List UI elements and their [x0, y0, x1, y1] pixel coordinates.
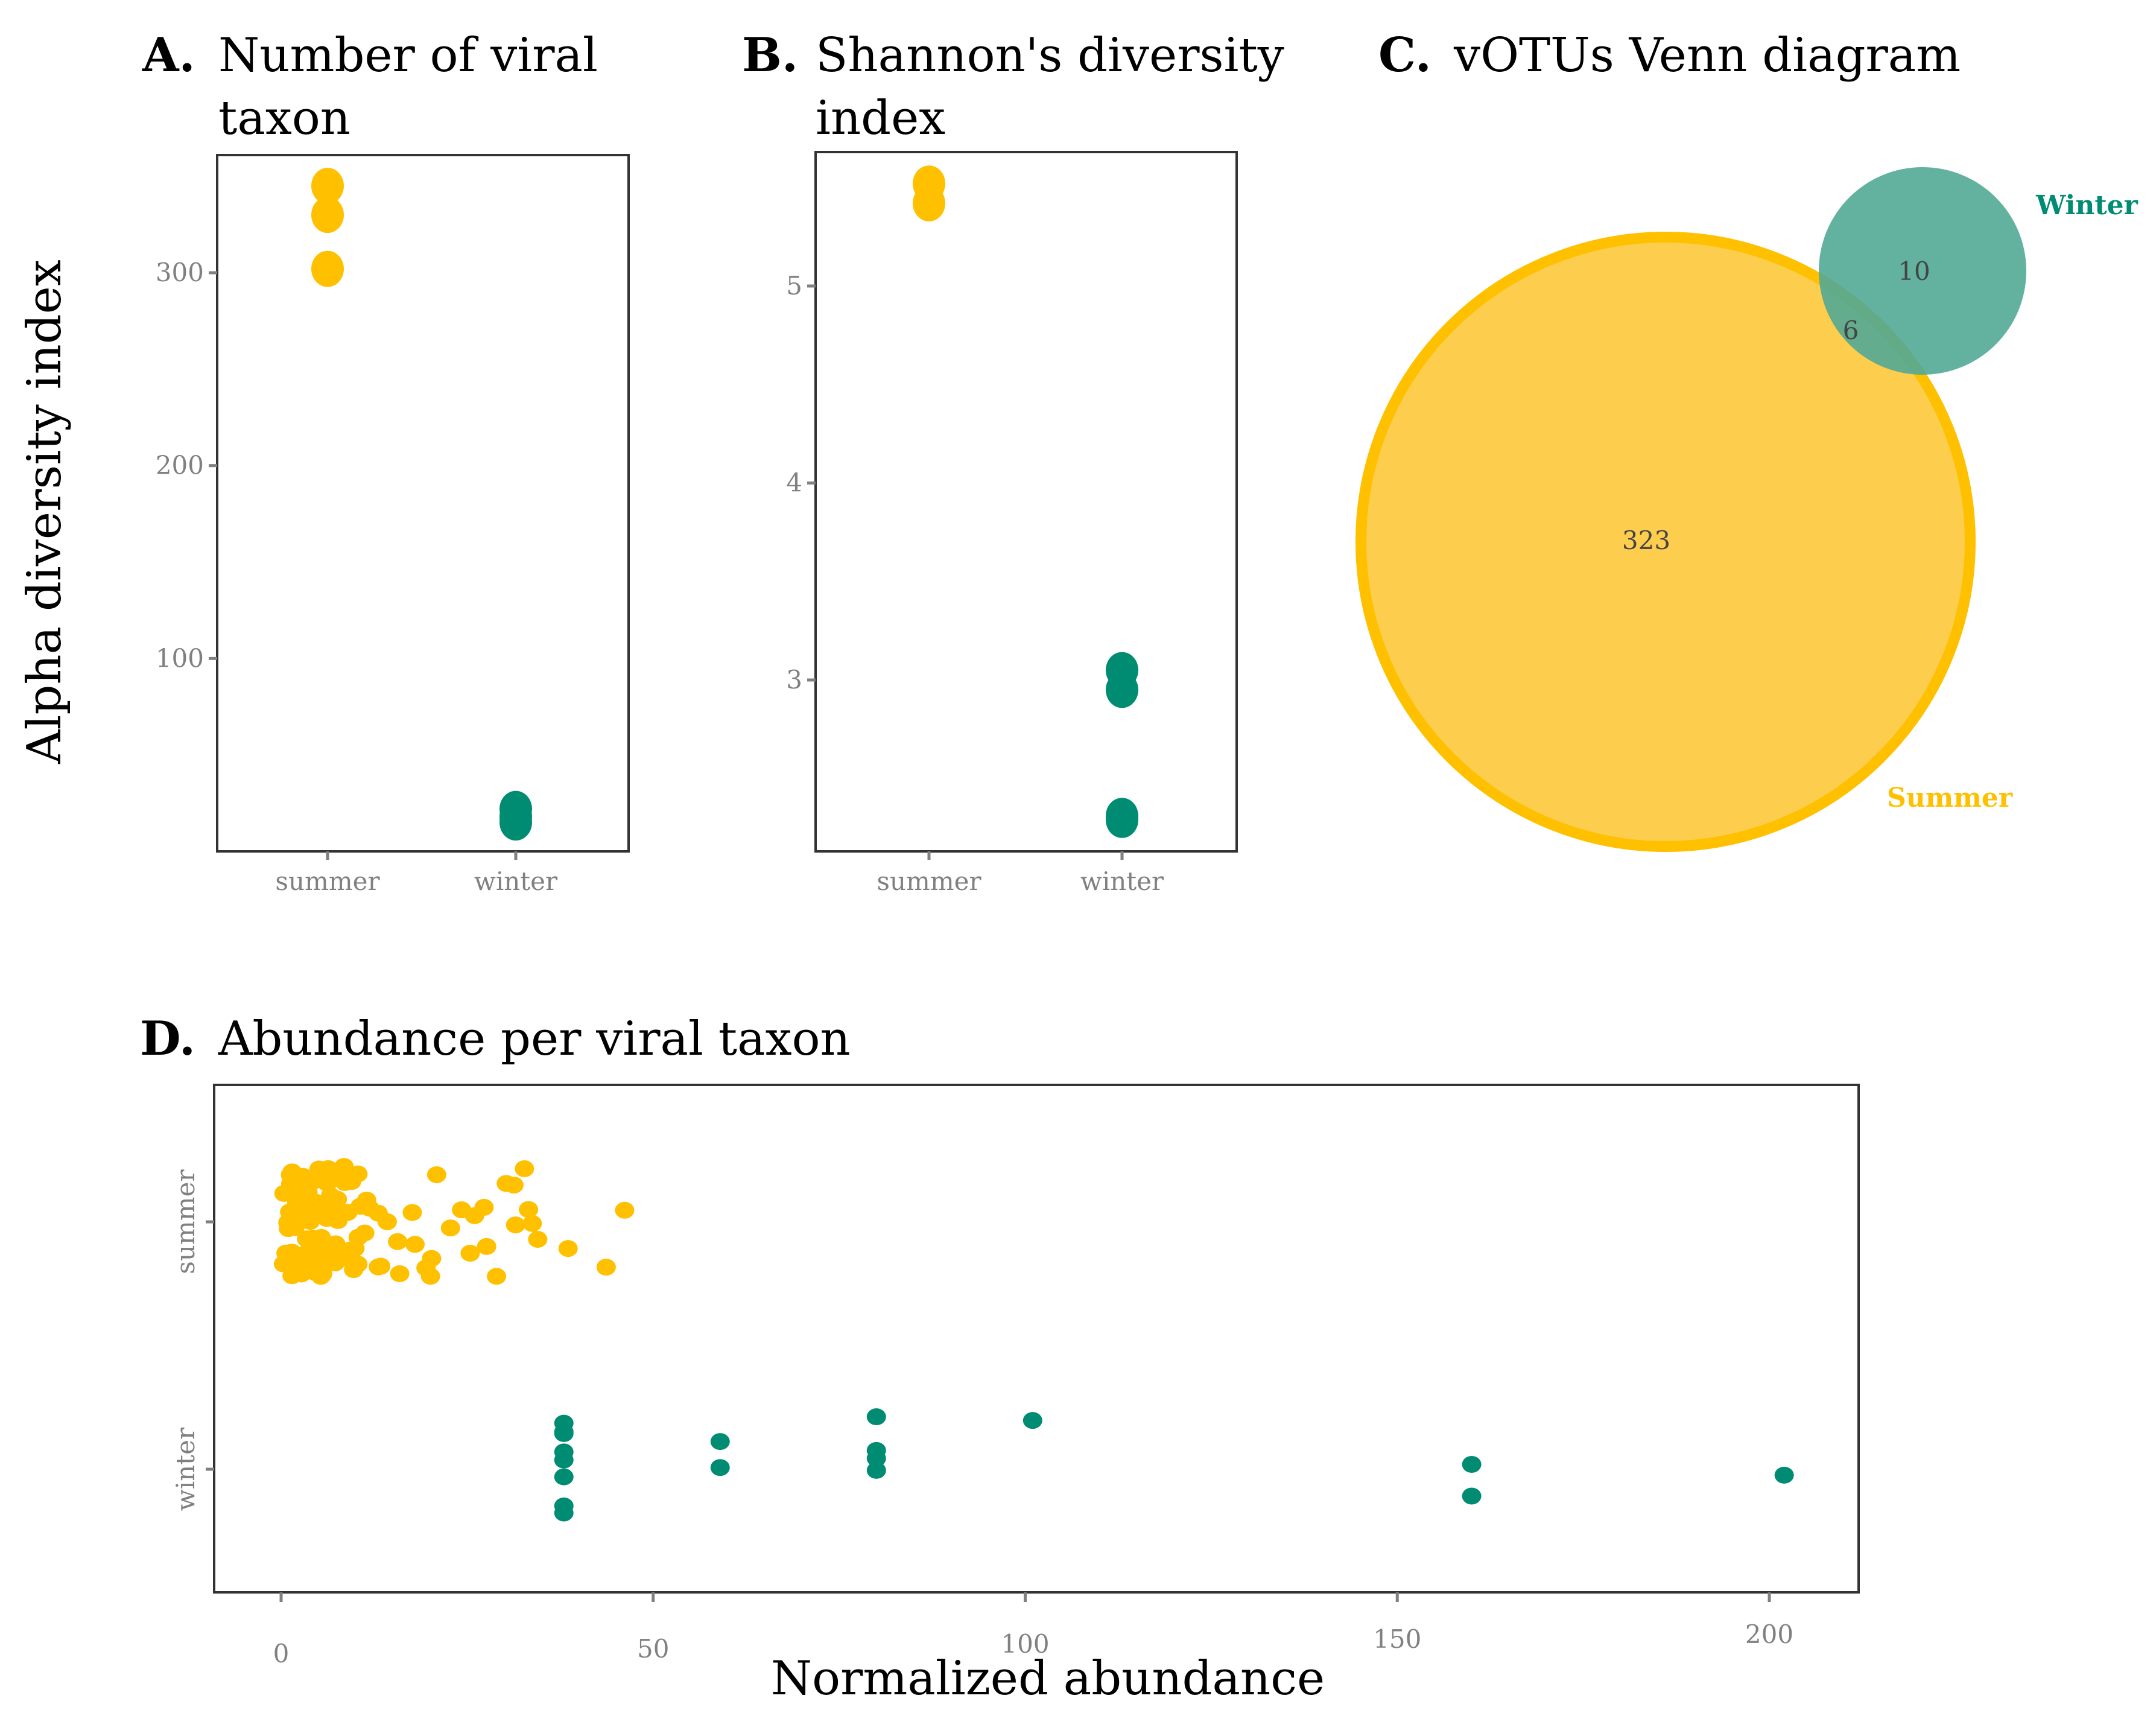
panel-a-point-winter [499, 804, 532, 841]
panel-d-point-summer [390, 1265, 410, 1282]
panel-a-ytick-label: 200 [156, 451, 204, 480]
panel-a-ytick-label: 300 [156, 258, 204, 287]
panel-a-label: A. [142, 28, 195, 83]
panel-d-point-summer [504, 1177, 524, 1194]
panel-d-point-summer [282, 1244, 302, 1261]
panel-d-title: Abundance per viral taxon [218, 1012, 851, 1066]
panel-b: B. Shannon's diversity index 345 summer … [742, 28, 1284, 896]
panel-d-point-summer [440, 1219, 460, 1237]
panel-a: A. Number of viral taxon 100 200 300 summe… [142, 28, 630, 896]
panel-d-point-summer [519, 1201, 539, 1218]
panel-d-point-summer [311, 1268, 331, 1285]
panel-b-point-summer [913, 185, 945, 221]
panel-d-point-winter [554, 1423, 574, 1441]
panel-d-point-winter [554, 1468, 574, 1486]
panel-d-point-winter [1462, 1455, 1482, 1473]
panel-d-xtick-label: 200 [1745, 1619, 1793, 1649]
panel-d-point-summer [522, 1215, 542, 1232]
panel-b-title-line1: Shannon's diversity [816, 28, 1284, 83]
panel-d-point-summer [402, 1204, 422, 1221]
panel-d-xtick-label: 150 [1373, 1624, 1421, 1654]
panel-b-label: B. [742, 28, 798, 83]
panel-d-point-summer [426, 1166, 446, 1183]
panel-b-xtick-summer: summer [877, 866, 981, 896]
panel-a-frame [216, 154, 630, 853]
venn-count-summer-only: 323 [1622, 526, 1670, 555]
panel-b-frame [814, 151, 1238, 853]
panel-a-title-line1: Number of viral [218, 28, 598, 83]
panel-b-ytick-label: 3 [786, 665, 802, 694]
panel-d-xtick-label: 100 [1001, 1629, 1049, 1659]
venn-count-winter-only: 10 [1898, 256, 1930, 286]
panel-d-point-summer [405, 1236, 425, 1253]
panel-d-point-summer [420, 1268, 440, 1285]
panel-b-title-line2: index [816, 91, 945, 145]
panel-d-x-axis-title: Normalized abundance [771, 1651, 1325, 1706]
panel-d-point-summer [615, 1201, 635, 1219]
panel-d-point-summer [506, 1216, 525, 1234]
panel-d-point-winter [866, 1408, 886, 1426]
panel-d-point-summer [377, 1213, 397, 1230]
panel-d-xtick-label: 0 [273, 1639, 290, 1668]
panel-d-point-summer [317, 1175, 337, 1192]
panel-d-frame [213, 1084, 1860, 1594]
panel-b-ytick-label: 4 [786, 468, 802, 497]
panel-d-point-winter [710, 1433, 730, 1451]
venn-count-intersection: 6 [1843, 316, 1859, 345]
panel-c: C. vOTUs Venn diagram 323 10 6 Winter Su… [1355, 28, 2139, 852]
panel-d-ytick-summer: summer [171, 1169, 200, 1274]
panel-b-xtick-winter: winter [1080, 866, 1164, 896]
panel-d-point-winter [1023, 1412, 1042, 1429]
venn-circle-summer [1355, 232, 1976, 852]
panel-a-point-summer [311, 197, 344, 234]
panel-d-point-summer [348, 1165, 368, 1183]
panel-d-point-winter [866, 1461, 886, 1479]
venn-label-winter: Winter [2035, 190, 2139, 221]
panel-d-point-winter [554, 1504, 574, 1522]
panel-a-point-summer [311, 168, 344, 205]
panel-d-point-summer [487, 1268, 507, 1285]
y-axis-title: Alpha diversity index [17, 259, 72, 764]
panel-b-point-winter [1106, 801, 1138, 838]
panel-d-point-summer [328, 1190, 347, 1208]
venn-label-summer: Summer [1887, 783, 2013, 813]
panel-d-point-summer [477, 1238, 496, 1255]
panel-d-point-summer [474, 1198, 494, 1216]
panel-d: D. Abundance per viral taxon 0 50 100 150 20… [140, 1011, 1860, 1706]
panel-a-title-line2: taxon [218, 91, 350, 145]
venn-circle-winter [1819, 167, 2026, 375]
panel-d-point-summer [528, 1230, 548, 1248]
panel-d-point-summer [285, 1219, 305, 1236]
panel-d-point-summer [596, 1259, 616, 1276]
panel-c-title: vOTUs Venn diagram [1453, 28, 1961, 83]
panel-a-xtick-winter: winter [474, 866, 558, 896]
panel-d-point-winter [554, 1451, 574, 1469]
panel-d-point-winter [1462, 1487, 1482, 1505]
panel-d-point-summer [460, 1244, 480, 1262]
panel-d-point-summer [388, 1233, 408, 1250]
panel-d-point-summer [355, 1224, 375, 1242]
panel-d-point-summer [422, 1250, 442, 1267]
panel-d-point-summer [371, 1257, 391, 1275]
panel-d-point-winter [866, 1441, 886, 1459]
panel-d-point-summer [515, 1160, 534, 1177]
panel-d-point-summer [348, 1256, 368, 1273]
panel-a-point-summer [311, 250, 344, 287]
panel-d-point-winter [1774, 1466, 1794, 1484]
panel-a-ytick-label: 100 [156, 643, 204, 673]
panel-b-point-winter [1106, 672, 1138, 708]
panel-d-point-summer [558, 1240, 578, 1257]
panel-b-ytick-label: 5 [786, 271, 802, 300]
panel-c-label: C. [1378, 28, 1432, 83]
panel-d-xtick-label: 50 [637, 1634, 669, 1664]
panel-d-ytick-winter: winter [171, 1427, 200, 1511]
panel-d-label: D. [140, 1011, 195, 1066]
panel-d-point-winter [710, 1459, 730, 1476]
panel-a-xtick-summer: summer [275, 866, 380, 896]
